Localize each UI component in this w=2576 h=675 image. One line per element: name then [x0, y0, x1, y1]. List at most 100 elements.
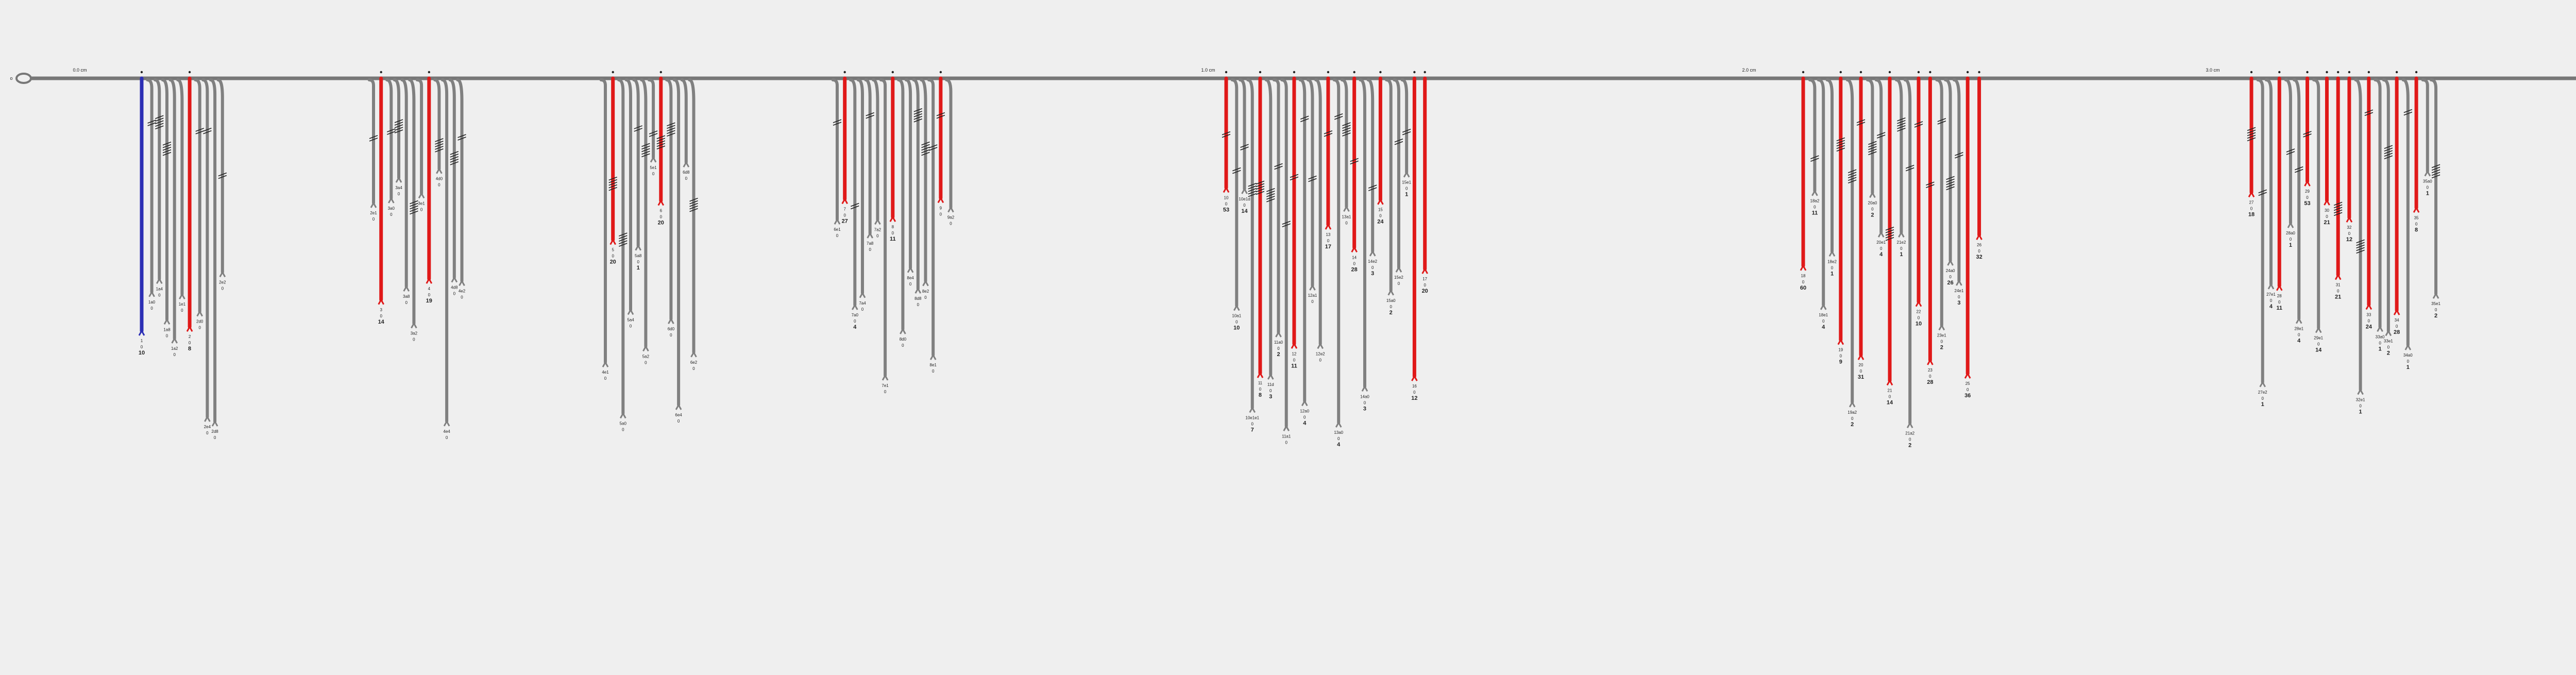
branch-tip: [1351, 246, 1358, 253]
gray-branch: [1314, 78, 1322, 346]
branch-tip: [387, 196, 395, 204]
hatch-mark: [649, 130, 658, 134]
branch-name-label: 3: [380, 308, 382, 312]
hatch-mark: [833, 119, 842, 123]
node-dot: [1259, 71, 1262, 74]
branch-name-label: 9a2: [947, 215, 955, 220]
hatch-mark: [1876, 132, 1886, 136]
hatch-mark: [450, 156, 459, 160]
branch-tip: [2259, 380, 2266, 387]
branch-tip: [1335, 421, 1342, 428]
branch-count-label: 28: [1927, 379, 1933, 385]
hatch-mark: [2356, 242, 2365, 246]
branch-count-label: 10: [1916, 321, 1922, 327]
branch-name-label: 4: [428, 286, 431, 291]
branch-count-label: 28: [2394, 329, 2400, 335]
hatch-mark: [1848, 169, 1857, 173]
branch-tip: [395, 176, 402, 183]
gray-branch: [856, 78, 864, 295]
hatch-mark: [435, 148, 444, 153]
hatch-mark: [2356, 244, 2365, 249]
node-dot: [2367, 71, 2370, 74]
branch-name-label: 0: [1389, 305, 1392, 309]
gray-branch: [2429, 78, 2438, 296]
hatch-mark: [1810, 155, 1819, 159]
gray-branch: [872, 78, 879, 222]
branch-count-label: 11: [1291, 363, 1297, 369]
hatch-mark: [162, 144, 172, 148]
hatch-mark: [1324, 132, 1333, 137]
gray-branch: [385, 78, 393, 200]
hatch-mark: [2364, 112, 2374, 116]
gray-branch: [1306, 78, 1314, 288]
gray-branch: [1400, 78, 1409, 174]
hatch-mark: [619, 240, 628, 244]
branch-name-label: 0: [2306, 195, 2309, 200]
hatch-mark: [162, 149, 172, 154]
hatch-mark: [1897, 122, 1906, 127]
branch-tip: [1241, 187, 1248, 194]
hatch-mark: [369, 138, 378, 142]
branch-name-label: 27e2: [2258, 390, 2267, 395]
branch-tip: [619, 412, 626, 419]
branch-count-label: 8: [2415, 227, 2418, 233]
branch-name-label: 34a0: [2403, 353, 2413, 358]
hatch-mark: [2333, 204, 2343, 209]
branch-tip: [1837, 338, 1844, 345]
node-dot: [1929, 71, 1931, 74]
hatch-mark: [1342, 127, 1351, 131]
branch-tip: [1947, 259, 1954, 266]
branch-name-label: 0: [604, 376, 607, 381]
gray-branch: [1230, 78, 1239, 308]
branch-tip: [1857, 353, 1865, 360]
branch-tip: [642, 345, 649, 352]
branch-name-label: 18: [1801, 274, 1806, 278]
gray-branch: [1393, 78, 1400, 269]
branch-name-label: 0: [398, 192, 400, 196]
branch-count-label: 20: [610, 259, 616, 265]
branch-name-label: 0: [2250, 206, 2253, 211]
branch-count-label: 2: [2434, 313, 2437, 319]
hatch-mark: [1885, 226, 1894, 231]
gray-branch: [393, 78, 400, 180]
hatch-mark: [2431, 164, 2441, 168]
branch-name-label: 0: [198, 326, 201, 330]
branch-name-label: 9: [940, 206, 942, 210]
hatch-mark: [1946, 183, 1955, 188]
hatch-mark: [1266, 196, 1275, 200]
branch-name-label: 1a2: [171, 346, 178, 351]
branch-name-label: 0: [2415, 222, 2418, 226]
branch-tip: [1275, 330, 1282, 338]
hatch-mark: [394, 124, 403, 128]
hatch-mark: [394, 119, 403, 123]
hatch-mark: [155, 117, 164, 122]
branch-name-label: 0: [206, 431, 209, 435]
branch-count-label: 7: [1251, 427, 1254, 433]
hatch-mark: [1274, 163, 1283, 167]
hatch-mark: [2356, 239, 2365, 244]
branch-name-label: 11: [1258, 381, 1263, 385]
branch-name-label: 23e1: [1937, 333, 1946, 338]
branch-count-label: 14: [1887, 400, 1893, 406]
hatch-mark: [1946, 186, 1955, 191]
branch-name-label: 0: [1958, 295, 1960, 299]
branch-tip: [2385, 329, 2392, 336]
hatch-mark: [1946, 178, 1955, 183]
branch-name-label: 0: [1277, 346, 1280, 351]
branch-name-label: 0: [1235, 320, 1238, 325]
branch-name-label: 0: [940, 212, 942, 216]
branch-tip: [2424, 170, 2431, 177]
branch-name-label: 0: [413, 338, 415, 342]
branch-tip: [2287, 221, 2294, 228]
node-dot: [1413, 71, 1416, 74]
branch-tip: [426, 277, 433, 284]
branch-name-label: 20e1: [1876, 240, 1886, 245]
branch-name-label: 0: [836, 233, 839, 238]
hatch-mark: [1248, 185, 1257, 190]
hatch-mark: [1256, 188, 1265, 193]
node-dot: [188, 71, 191, 74]
branch-name-label: 0: [1413, 390, 1416, 395]
branch-count-label: 11: [1812, 210, 1818, 216]
hatch-mark: [2384, 145, 2393, 149]
hatch-mark: [147, 122, 156, 126]
